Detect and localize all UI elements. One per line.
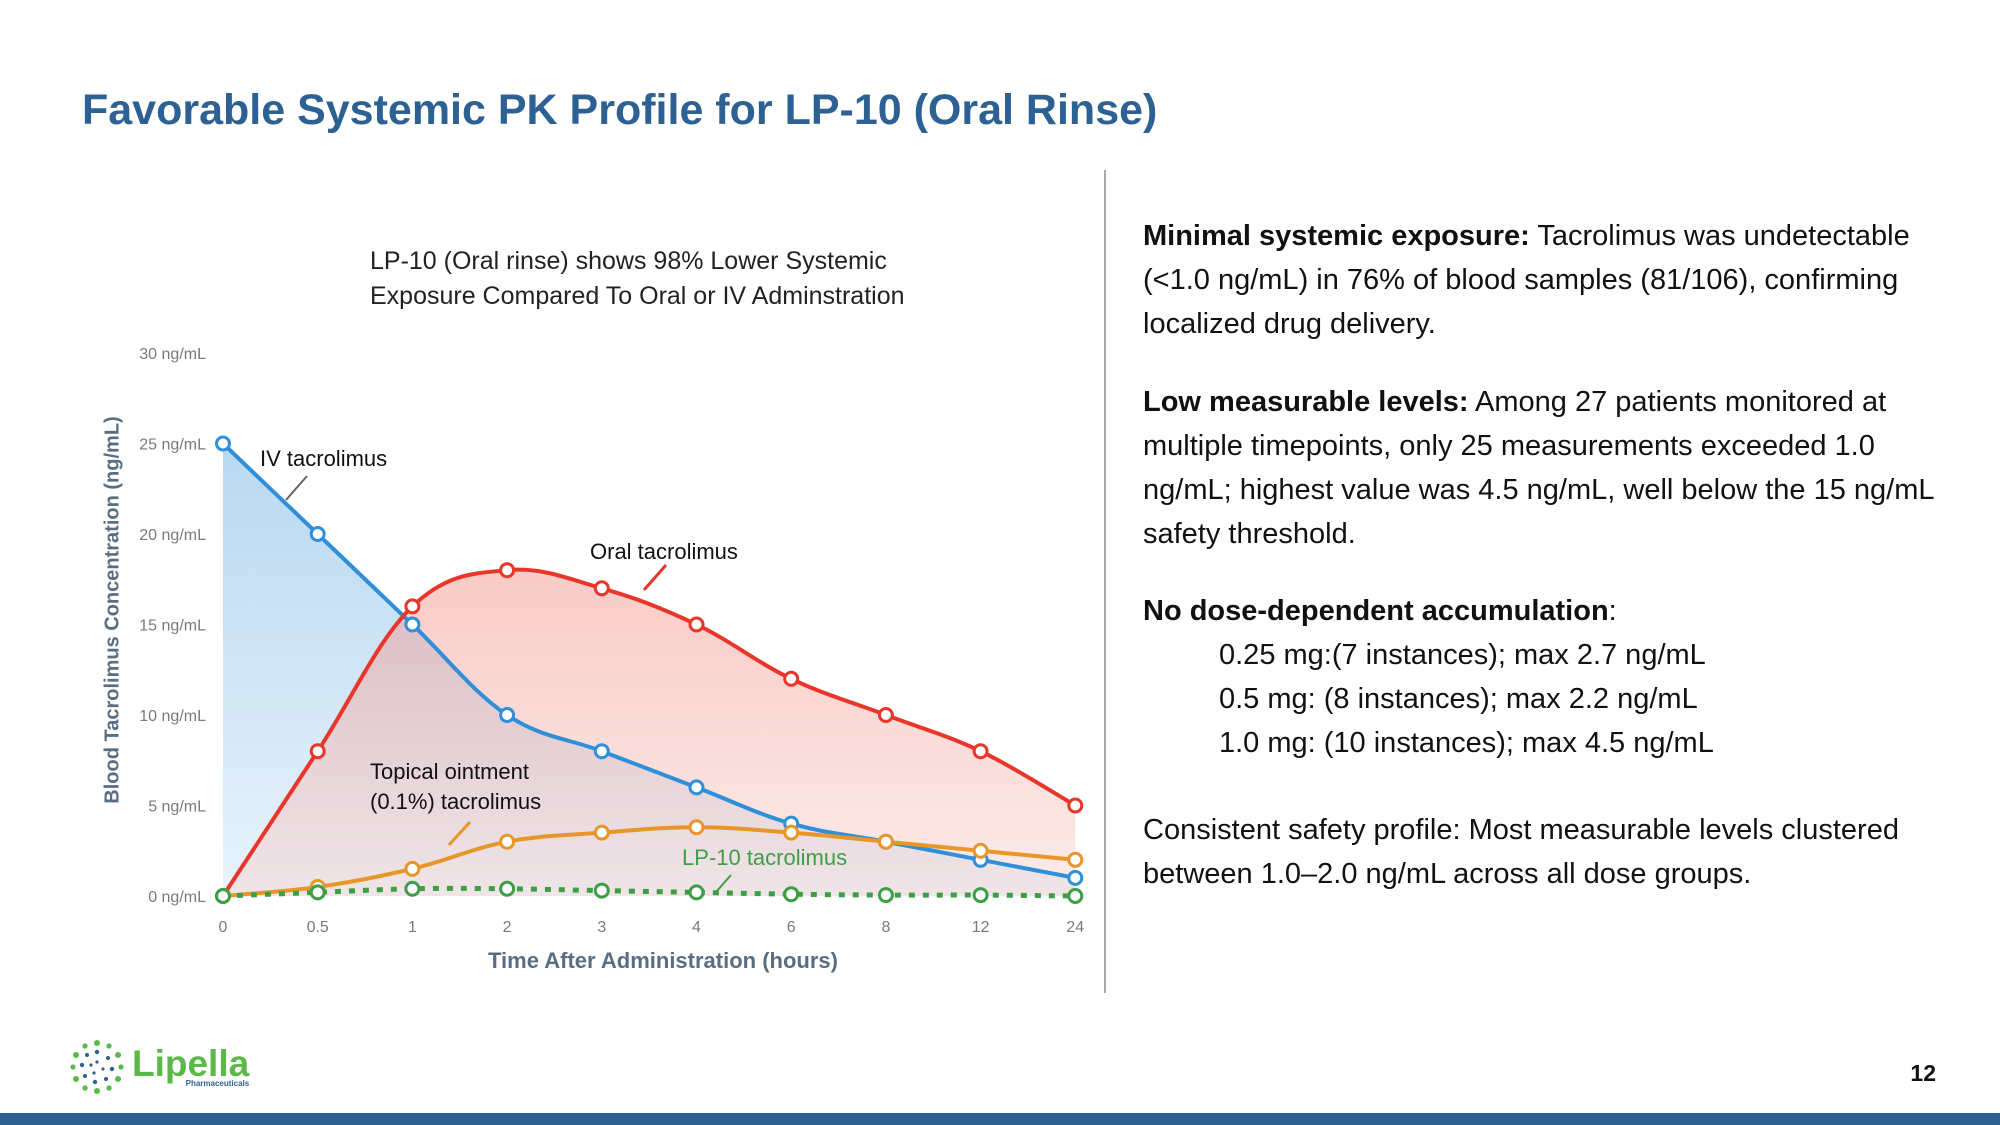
lp10-point-0 [215,888,231,904]
finding-no-accumulation: No dose-dependent accumulation: 0.25 mg:… [1143,589,1943,765]
finding-3-heading: No dose-dependent accumulation [1143,595,1609,627]
iv-point-0.5 [309,526,326,542]
iv-point-1 [404,616,421,633]
footer-bar [0,1113,2000,1125]
chart-callout: LP-10 (Oral rinse) shows 98% Lower Syste… [370,244,1050,314]
topical-point-6 [783,824,800,841]
callout-line-2: Exposure Compared To Oral or IV Adminstr… [370,282,905,310]
lp10-point-0.5 [309,884,326,901]
y-tick-label: 15 ng/mL [139,618,206,635]
column-divider [1104,170,1106,993]
iv-point-2 [499,707,516,723]
oral-point-6 [783,670,800,687]
topical-point-2 [499,833,516,850]
x-axis-title: Time After Administration (hours) [488,948,838,973]
lipella-logo-icon [70,1040,124,1094]
topical-point-8 [877,833,894,850]
dose-row-10: 1.0 mg: (10 instances); max 4.5 ng/mL [1219,727,1714,759]
topical-point-24 [1067,851,1084,868]
finding-safety-profile: Consistent safety profile: Most measurab… [1143,814,1899,890]
lp10-point-12 [972,887,989,904]
lp10-series-label: LP-10 tacrolimus [682,845,848,870]
y-tick-label: 30 ng/mL [139,346,206,363]
finding-2-text: Among 27 patients monitored at multiple … [1143,386,1934,550]
y-tick-label: 5 ng/mL [148,799,206,816]
x-tick-label: 0 [219,919,228,936]
topical-point-3 [593,824,610,841]
topical-point-12 [972,842,989,859]
lp10-label-leader [715,874,732,893]
x-tick-label: 6 [787,919,796,936]
y-tick-label: 10 ng/mL [139,708,206,725]
finding-1-text: Tacrolimus was undetectable (<1.0 ng/mL)… [1143,220,1910,340]
slide-title: Favorable Systemic PK Profile for LP-10 … [82,86,1158,134]
finding-3-colon: : [1608,595,1617,627]
iv-point-0 [215,435,231,452]
y-axis-title: Blood Tacrolimus Concentration (ng/mL) [101,416,124,804]
topical-label-line-1: Topical ointment [370,759,529,784]
lp10-point-2 [499,880,516,897]
oral-point-4 [688,616,705,633]
x-tick-label: 0.5 [307,919,329,936]
lp10-point-6 [783,886,800,903]
finding-2-heading: Low measurable levels: [1143,386,1469,418]
y-tick-label: 20 ng/mL [139,527,206,544]
oral-point-8 [877,707,894,723]
page-number: 12 [1910,1060,1936,1086]
oral-label-leader [642,564,668,591]
x-tick-label: 1 [408,919,417,936]
iv-series-label: IV tacrolimus [260,446,388,471]
logo-wordmark: Lipella [132,1042,250,1084]
lp10-point-4 [688,884,705,901]
iv-line [221,442,1076,880]
oral-point-2 [499,562,516,579]
y-tick-label: 25 ng/mL [139,437,206,454]
iv-point-24 [1067,869,1084,886]
finding-minimal-exposure: Minimal systemic exposure: Tacrolimus wa… [1143,214,1943,346]
oral-point-0.5 [309,743,326,760]
lipella-logo: Lipella Pharmaceuticals [68,1038,249,1096]
oral-series-label: Oral tacrolimus [590,539,738,564]
iv-point-3 [593,743,610,760]
x-tick-label: 4 [692,919,701,936]
topical-label-line-2: (0.1%) tacrolimus [370,789,542,814]
oral-point-12 [972,743,989,760]
x-tick-label: 8 [881,919,890,936]
callout-line-1: LP-10 (Oral rinse) shows 98% Lower Syste… [370,247,887,275]
lp10-line [222,885,1076,899]
topical-line [222,825,1076,898]
iv-point-4 [688,779,705,796]
x-tick-label: 12 [972,919,990,936]
topical-series-label: Topical ointment (0.1%) tacrolimus [370,757,541,817]
logo-subtitle: Pharmaceuticals [185,1078,250,1088]
topical-label-leader [447,820,472,847]
oral-line [221,567,1077,898]
oral-point-24 [1067,797,1084,814]
y-tick-label: 0 ng/mL [148,889,206,906]
x-tick-label: 24 [1066,919,1084,936]
lp10-point-8 [877,887,894,904]
oral-point-3 [593,580,610,597]
finding-low-levels: Low measurable levels: Among 27 patients… [1143,380,1943,556]
x-tick-label: 3 [597,919,606,936]
topical-point-1 [404,860,421,877]
dose-row-025: 0.25 mg:(7 instances); max 2.7 ng/mL [1219,639,1706,671]
oral-point-1 [404,598,421,615]
lp10-point-24 [1067,888,1084,904]
finding-1-heading: Minimal systemic exposure: [1143,220,1530,252]
iv-label-leader [285,475,308,501]
dose-row-05: 0.5 mg: (8 instances); max 2.2 ng/mL [1219,683,1698,715]
lp10-point-1 [404,880,421,897]
topical-point-4 [688,819,705,836]
lp10-point-3 [593,882,610,899]
x-tick-label: 2 [503,919,512,936]
